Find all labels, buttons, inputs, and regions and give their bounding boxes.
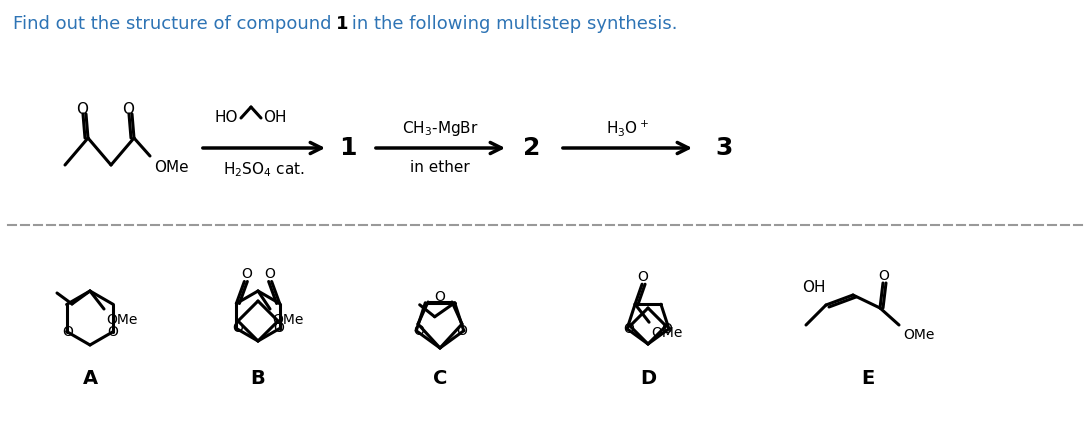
Text: H$_2$SO$_4$ cat.: H$_2$SO$_4$ cat. xyxy=(224,160,304,179)
Text: O: O xyxy=(412,324,423,338)
Text: A: A xyxy=(83,368,97,388)
Text: 3: 3 xyxy=(716,136,733,160)
Text: OMe: OMe xyxy=(154,160,189,175)
Text: O: O xyxy=(232,321,243,335)
Text: OMe: OMe xyxy=(903,328,934,342)
Text: 1: 1 xyxy=(336,15,348,33)
Text: H$_3$O$^+$: H$_3$O$^+$ xyxy=(606,118,648,138)
Text: CH$_3$-MgBr: CH$_3$-MgBr xyxy=(401,119,478,137)
Text: 2: 2 xyxy=(524,136,541,160)
Text: O: O xyxy=(273,321,284,335)
Text: OH: OH xyxy=(802,279,826,294)
Text: E: E xyxy=(862,368,875,388)
Text: O: O xyxy=(76,102,88,116)
Text: O: O xyxy=(878,269,889,283)
Text: O: O xyxy=(456,324,467,338)
Text: O: O xyxy=(624,322,635,336)
Text: O: O xyxy=(637,270,648,284)
Text: O: O xyxy=(434,290,445,304)
Text: O: O xyxy=(107,324,118,338)
Text: O: O xyxy=(661,322,672,336)
Text: in ether: in ether xyxy=(410,160,470,176)
Text: B: B xyxy=(251,368,265,388)
Text: O: O xyxy=(62,324,73,338)
Text: O: O xyxy=(122,102,134,116)
Text: HO: HO xyxy=(215,110,238,126)
Text: O: O xyxy=(264,268,275,282)
Text: D: D xyxy=(640,368,656,388)
Text: OMe: OMe xyxy=(272,313,303,327)
Text: OMe: OMe xyxy=(106,313,137,327)
Text: OMe: OMe xyxy=(651,326,683,340)
Text: Find out the structure of compound: Find out the structure of compound xyxy=(13,15,337,33)
Text: O: O xyxy=(241,268,252,282)
Text: in the following multistep synthesis.: in the following multistep synthesis. xyxy=(346,15,678,33)
Text: 1: 1 xyxy=(339,136,357,160)
Text: C: C xyxy=(433,368,447,388)
Text: OH: OH xyxy=(263,110,287,126)
